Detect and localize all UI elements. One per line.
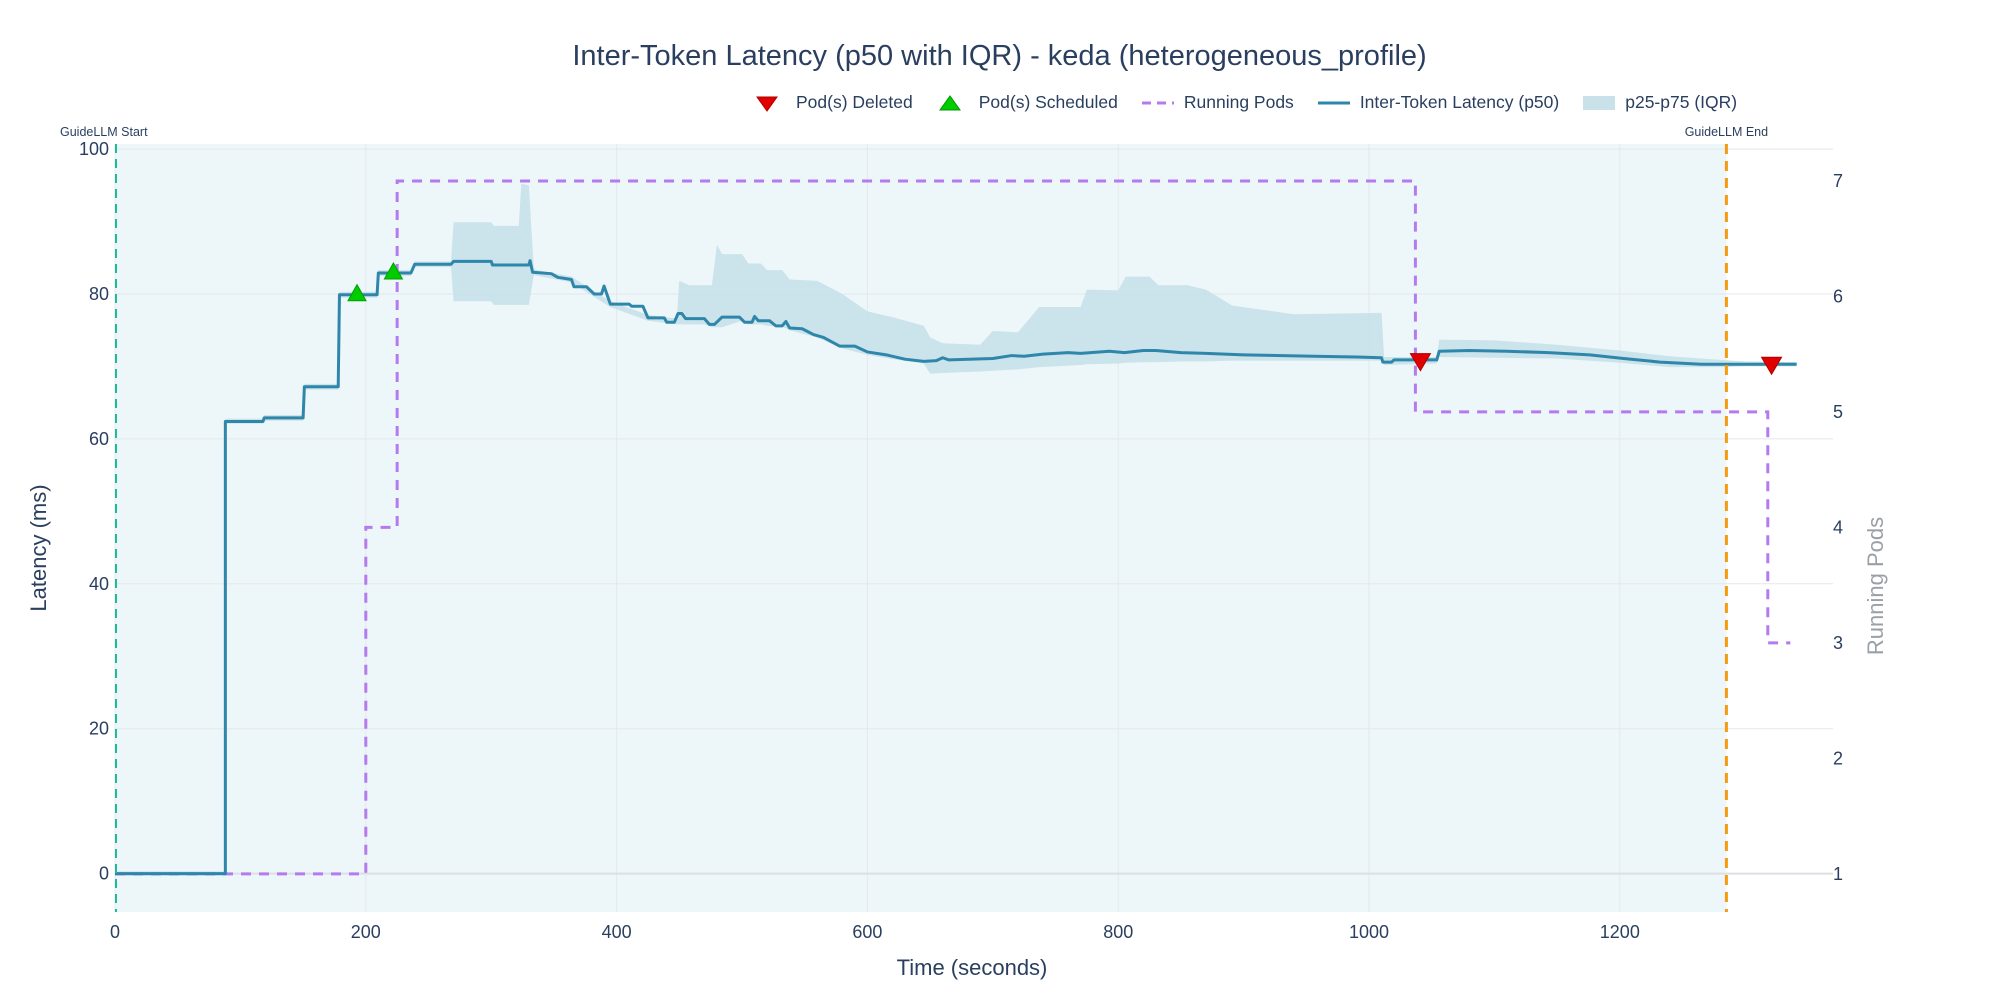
y2-tick-label: 6 (1833, 286, 1843, 306)
y-tick-label: 40 (89, 574, 109, 594)
guidellm-end-annotation: GuideLLM End (1685, 125, 1768, 139)
y2-tick-label: 7 (1833, 171, 1843, 191)
y-tick-label: 80 (89, 284, 109, 304)
pod-scheduled-marker (347, 283, 367, 302)
running-pods-path (115, 179, 1791, 876)
legend-label: Inter-Token Latency (p50) (1359, 92, 1560, 112)
pod-deleted-marker (1409, 353, 1432, 372)
legend-item-iqr[interactable]: p25-p75 (IQR) (1581, 92, 1737, 113)
x-tick-label: 400 (602, 922, 632, 942)
legend-label: p25-p75 (IQR) (1625, 92, 1738, 112)
p50-path (115, 259, 1797, 876)
p50-line (115, 259, 1797, 876)
y-tick-label: 100 (79, 139, 109, 159)
axis-ticks: 0 200 400 600 800 1000 1200 0 20 40 60 80 100 1 2 3 4 5 6 7 (79, 139, 1843, 942)
chart-title: Inter-Token Latency (p50 with IQR) - ked… (572, 40, 1427, 72)
triangle-up-icon (938, 94, 961, 110)
legend-item-pods-deleted[interactable]: Pod(s) Deleted (752, 92, 913, 113)
legend-item-pods-scheduled[interactable]: Pod(s) Scheduled (935, 92, 1118, 113)
x-tick-label: 600 (852, 922, 882, 942)
x-axis-title: Time (seconds) (897, 955, 1048, 980)
dashed-line-icon (1141, 101, 1174, 104)
legend-item-p50[interactable]: Inter-Token Latency (p50) (1316, 92, 1559, 113)
guidellm-markers (115, 144, 1728, 912)
y2-axis-title: Running Pods (1863, 517, 1888, 655)
y2-tick-label: 3 (1833, 633, 1843, 653)
filled-area-icon (1583, 95, 1616, 110)
x-tick-label: 1000 (1349, 922, 1389, 942)
y2-tick-label: 4 (1833, 517, 1843, 537)
pod-scheduled-marker (383, 261, 404, 280)
solid-line-icon (1317, 101, 1350, 104)
running-pods-line (115, 179, 1791, 876)
x-tick-label: 800 (1103, 922, 1133, 942)
y2-tick-label: 5 (1833, 402, 1843, 422)
pod-deleted-marker (1760, 356, 1783, 376)
legend-item-running-pods[interactable]: Running Pods (1140, 92, 1294, 113)
y-tick-label: 0 (99, 864, 109, 884)
pod-event-markers (347, 261, 1783, 376)
guidellm-start-annotation: GuideLLM Start (60, 125, 148, 139)
y-tick-label: 60 (89, 429, 109, 449)
triangle-down-icon (756, 96, 778, 112)
y-axis-title: Latency (ms) (26, 484, 51, 611)
y-tick-label: 20 (89, 719, 109, 739)
y2-tick-label: 2 (1833, 748, 1843, 768)
legend: Pod(s) Deleted Pod(s) Scheduled Running … (752, 92, 1737, 113)
guidellm-window-background (115, 144, 1727, 912)
grid-lines (114, 144, 1833, 912)
x-tick-label: 200 (351, 922, 381, 942)
legend-label: Running Pods (1183, 92, 1294, 112)
x-tick-label: 0 (110, 922, 120, 942)
legend-label: Pod(s) Deleted (796, 92, 913, 112)
legend-label: Pod(s) Scheduled (978, 92, 1118, 112)
x-tick-label: 1200 (1600, 922, 1640, 942)
y2-tick-label: 1 (1833, 864, 1843, 884)
